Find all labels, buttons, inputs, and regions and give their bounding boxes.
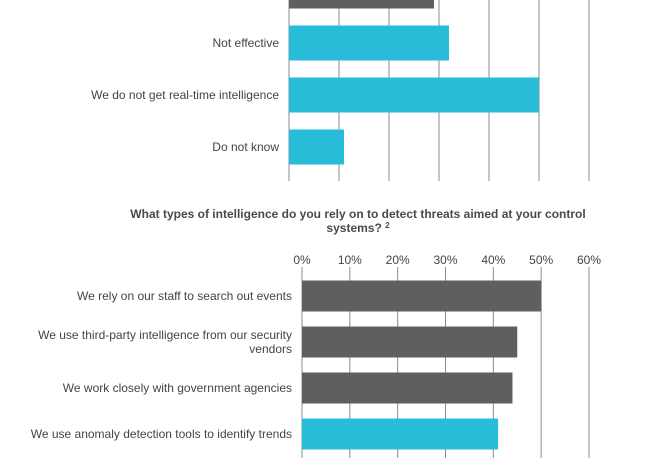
chart-2-bar xyxy=(302,372,513,404)
chart-2-category-label: We use third-party intelligence from our… xyxy=(38,328,292,356)
chart-1-category-label: We do not get real-time intelligence xyxy=(91,88,279,102)
chart-2-bar xyxy=(302,418,499,450)
chart-1-bar xyxy=(289,25,449,61)
chart-1-category-label: Not effective xyxy=(213,36,280,50)
chart-2-tick-label: 60% xyxy=(577,253,601,267)
chart-2-category-label: We rely on our staff to search out event… xyxy=(77,289,292,303)
chart-2-tick-label: 30% xyxy=(433,253,457,267)
chart-2-title-superscript: 2 xyxy=(385,221,390,230)
chart-2-tick-label: 50% xyxy=(529,253,553,267)
chart-1-bar xyxy=(289,129,344,165)
chart-1-bar xyxy=(289,0,434,9)
chart-2-bar xyxy=(302,326,518,358)
chart-1-category-label: Do not know xyxy=(212,140,279,154)
chart-2-title-line-2: systems? 2 xyxy=(326,221,390,235)
chart-2-tick-label: 0% xyxy=(293,253,311,267)
chart-2-category-label: We work closely with government agencies xyxy=(63,381,292,395)
chart-2-category-label: We use anomaly detection tools to identi… xyxy=(31,427,292,441)
chart-2: What types of intelligence do you rely o… xyxy=(31,207,601,458)
chart-2-bar xyxy=(302,280,542,312)
chart-2-tick-label: 10% xyxy=(338,253,362,267)
chart-2-tick-label: 40% xyxy=(481,253,505,267)
chart-2-tick-label: 20% xyxy=(386,253,410,267)
chart-1-bar xyxy=(289,77,539,113)
chart-2-title-line-1: What types of intelligence do you rely o… xyxy=(130,207,585,221)
